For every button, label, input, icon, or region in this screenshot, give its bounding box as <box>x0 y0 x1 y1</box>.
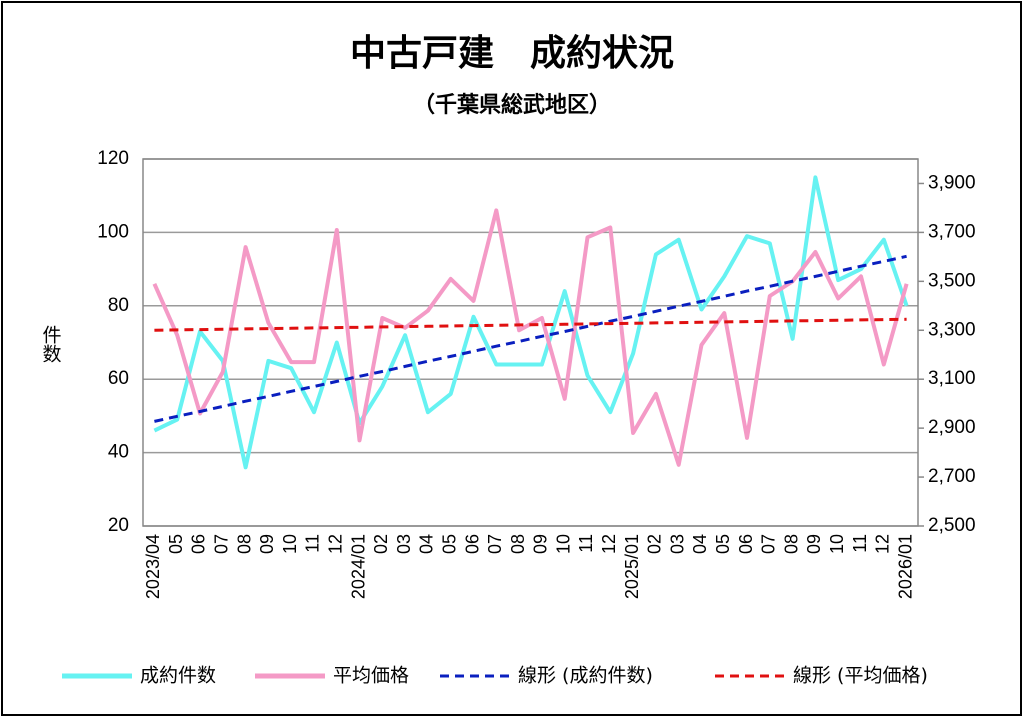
x-tick-label: 06 <box>462 534 482 554</box>
y2-tick-label: 3,500 <box>928 270 976 291</box>
x-tick-label: 05 <box>439 534 459 554</box>
x-tick-label: 02 <box>371 534 391 554</box>
x-tick-label: 2023/04 <box>143 534 163 599</box>
x-tick-label: 06 <box>736 534 756 554</box>
y-tick-label: 40 <box>108 442 129 463</box>
y2-tick-label: 3,100 <box>928 368 976 389</box>
x-tick-label: 10 <box>827 534 847 554</box>
y-tick-label: 60 <box>108 368 129 389</box>
y-axis-label: 件数 <box>40 325 62 363</box>
legend-label: 線形 (平均価格) <box>793 665 928 687</box>
y2-tick-label: 3,300 <box>928 319 976 340</box>
legend-label: 成約件数 <box>140 665 216 687</box>
x-tick-label: 2026/01 <box>895 534 915 599</box>
x-tick-label: 11 <box>303 534 323 553</box>
x-tick-label: 03 <box>394 534 414 554</box>
x-tick-label: 02 <box>645 534 665 554</box>
legend-label: 線形 (成約件数) <box>518 665 653 687</box>
series-line <box>153 175 909 470</box>
x-tick-label: 04 <box>690 534 710 554</box>
chart-subtitle: （千葉県総武地区） <box>413 92 611 118</box>
x-tick-label: 05 <box>713 534 733 554</box>
y2-tick-label: 3,900 <box>928 172 976 193</box>
x-tick-label: 09 <box>257 534 277 554</box>
x-tick-label: 11 <box>850 534 870 553</box>
x-tick-label: 07 <box>485 534 505 554</box>
x-tick-label: 08 <box>508 534 528 554</box>
x-tick-label: 12 <box>326 534 346 554</box>
y-tick-label: 80 <box>108 295 129 316</box>
x-tick-label: 08 <box>781 534 801 554</box>
x-tick-label: 12 <box>599 534 619 554</box>
x-tick-label: 03 <box>667 534 687 554</box>
y2-tick-label: 2,500 <box>928 515 976 536</box>
x-tick-label: 2025/01 <box>622 534 642 599</box>
y2-tick-label: 2,700 <box>928 466 976 487</box>
x-tick-label: 10 <box>553 534 573 554</box>
chart-title: 中古戸建 成約状況 <box>350 33 674 74</box>
trend-line <box>154 317 907 332</box>
plot-area <box>142 158 919 527</box>
x-tick-label: 06 <box>189 534 209 554</box>
y-tick-label: 100 <box>97 221 129 242</box>
x-tick-label: 09 <box>804 534 824 554</box>
x-tick-label: 07 <box>212 534 232 554</box>
y-tick-label: 20 <box>108 515 129 536</box>
y-tick-label: 120 <box>97 148 129 169</box>
trend-line <box>154 254 907 423</box>
x-tick-label: 10 <box>280 534 300 554</box>
y2-tick-label: 2,900 <box>928 417 976 438</box>
x-tick-label: 07 <box>759 534 779 554</box>
x-tick-label: 2024/01 <box>348 534 368 599</box>
x-tick-label: 09 <box>531 534 551 554</box>
x-tick-label: 05 <box>166 534 186 554</box>
x-tick-label: 08 <box>234 534 254 554</box>
x-tick-label: 12 <box>873 534 893 554</box>
y2-tick-label: 3,700 <box>928 221 976 242</box>
legend-label: 平均価格 <box>333 665 409 687</box>
x-tick-label: 11 <box>576 534 596 553</box>
x-tick-label: 04 <box>417 534 437 554</box>
